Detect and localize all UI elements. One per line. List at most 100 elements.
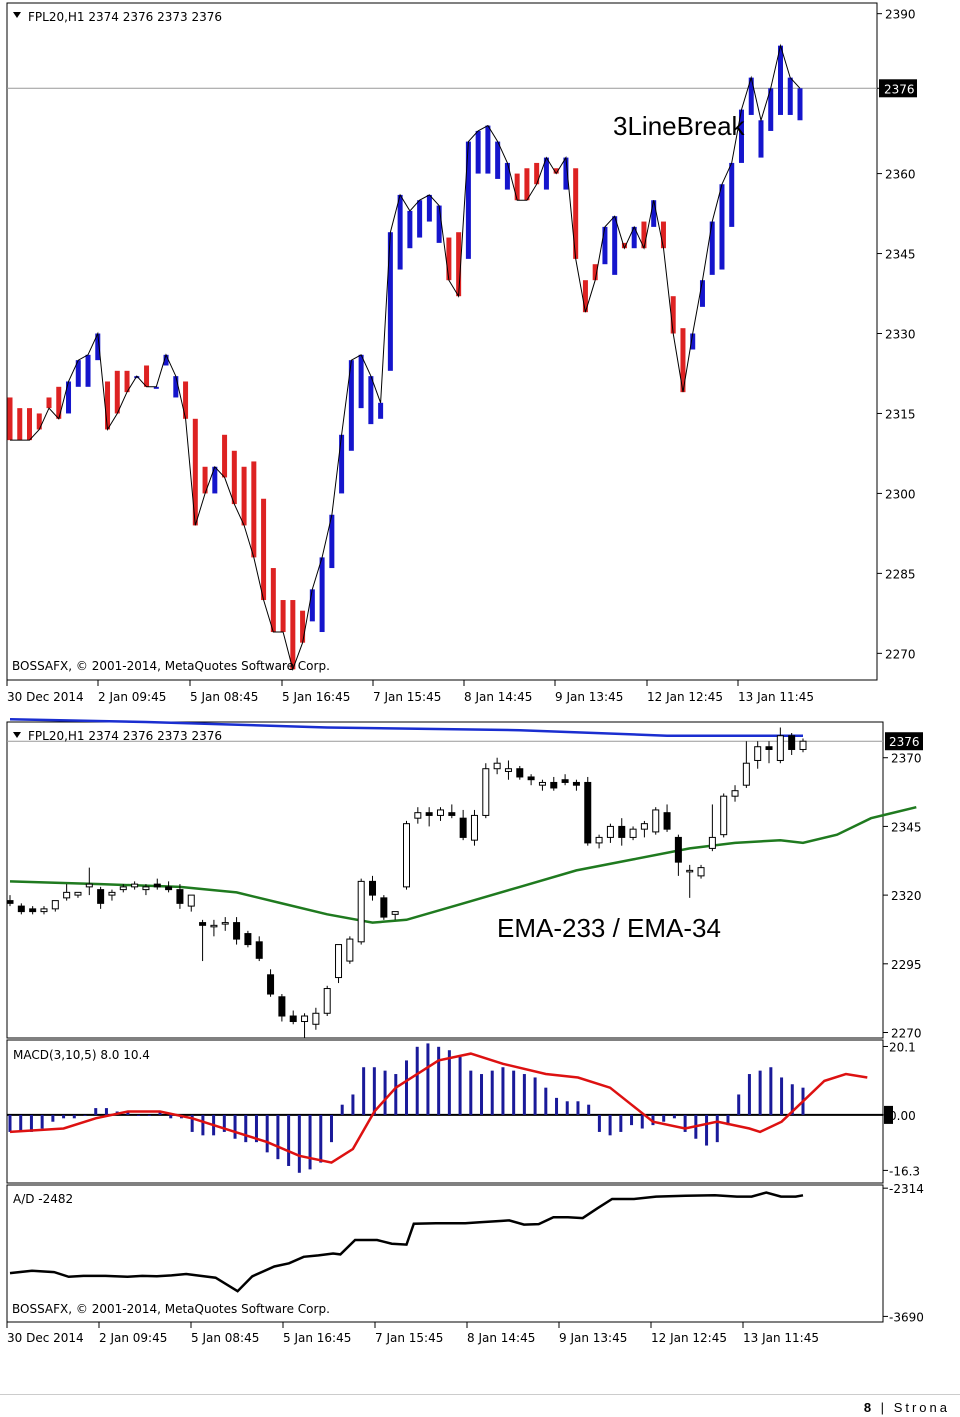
macd-histogram-bar bbox=[83, 1114, 87, 1116]
x-tick-label: 5 Jan 08:45 bbox=[191, 1331, 259, 1345]
y-tick-label: -3690 bbox=[889, 1310, 924, 1324]
linebreak-brick bbox=[66, 381, 72, 414]
triangle-down-icon[interactable] bbox=[13, 732, 21, 738]
linebreak-brick bbox=[660, 221, 666, 249]
linebreak-brick bbox=[241, 466, 247, 526]
candle-bodies bbox=[6, 727, 807, 1038]
linebreak-brick bbox=[95, 333, 101, 361]
macd-histogram-bar bbox=[222, 1114, 226, 1132]
candle-body bbox=[199, 922, 207, 926]
candle-header: FPL20,H1 2374 2376 2373 2376 bbox=[28, 729, 222, 743]
candle-pane: 2376 2270 2295 2320 2345 2370 FPL20,H1 2374 2… bbox=[6, 718, 923, 1041]
linebreak-brick bbox=[300, 610, 306, 643]
linebreak-brick bbox=[290, 600, 296, 670]
macd-histogram-bar bbox=[447, 1050, 451, 1115]
candle-body bbox=[436, 809, 444, 816]
macd-histogram-bar bbox=[297, 1114, 301, 1173]
macd-histogram-bar bbox=[147, 1114, 151, 1116]
linebreak-brick bbox=[339, 434, 345, 494]
macd-histogram-bar bbox=[308, 1114, 312, 1170]
linebreak-brick bbox=[797, 88, 803, 121]
macd-histogram-bar bbox=[458, 1057, 462, 1115]
macd-histogram-bar bbox=[340, 1104, 344, 1115]
linebreak-brick bbox=[378, 402, 384, 419]
macd-histogram-bar bbox=[415, 1046, 419, 1115]
linebreak-brick bbox=[417, 200, 423, 238]
linebreak-brick bbox=[485, 125, 491, 174]
macd-histogram-bar bbox=[522, 1074, 526, 1115]
candle-body bbox=[663, 812, 671, 830]
candle-body bbox=[652, 809, 660, 833]
macd-histogram-bar bbox=[405, 1060, 408, 1115]
linebreak-brick bbox=[748, 77, 754, 115]
x-tick-label: 12 Jan 12:45 bbox=[647, 690, 723, 704]
linebreak-brick bbox=[270, 568, 276, 633]
macd-header: MACD(3,10,5) 8.0 10.4 bbox=[13, 1048, 150, 1062]
candle-body bbox=[538, 781, 546, 786]
candle-body bbox=[459, 817, 467, 838]
linebreak-brick bbox=[329, 514, 335, 569]
x-tick-label: 8 Jan 14:45 bbox=[467, 1331, 535, 1345]
x-tick-label: 13 Jan 11:45 bbox=[743, 1331, 819, 1345]
macd-histogram-bar bbox=[158, 1111, 162, 1115]
y-tick-label: 2315 bbox=[885, 407, 916, 421]
linebreak-brick bbox=[699, 280, 705, 307]
linebreak-brick bbox=[524, 168, 530, 201]
linebreak-brick bbox=[124, 370, 130, 393]
linebreak-brick bbox=[261, 498, 267, 601]
y-tick-label: 20.1 bbox=[889, 1040, 916, 1054]
linebreak-brick bbox=[105, 381, 111, 430]
macd-histogram-bar bbox=[351, 1094, 355, 1115]
candle-body bbox=[765, 746, 773, 750]
triangle-down-icon[interactable] bbox=[13, 12, 21, 18]
macd-histogram-bar bbox=[362, 1067, 366, 1115]
candle-body bbox=[674, 836, 682, 863]
macd-histogram-bar bbox=[662, 1114, 666, 1122]
y-tick-label: 2295 bbox=[891, 958, 922, 972]
x-tick-label: 9 Jan 13:45 bbox=[559, 1331, 627, 1345]
candle-body bbox=[278, 996, 286, 1017]
x-tick-label: 5 Jan 08:45 bbox=[190, 690, 258, 704]
linebreak-brick bbox=[153, 386, 159, 389]
candle-body bbox=[335, 944, 343, 979]
linebreak-brick bbox=[17, 408, 23, 441]
candle-body bbox=[788, 735, 796, 750]
candle-body bbox=[403, 823, 410, 888]
ad-watermark: BOSSAFX, © 2001-2014, MetaQuotes Softwar… bbox=[12, 1302, 330, 1316]
y-tick-label: -16.3 bbox=[889, 1164, 920, 1178]
linebreak-brick bbox=[563, 157, 569, 190]
candle-body bbox=[697, 867, 705, 877]
linebreak-brick bbox=[543, 157, 549, 190]
macd-histogram-bar bbox=[576, 1101, 580, 1115]
macd-histogram-bar bbox=[383, 1070, 387, 1115]
candle-annotation: EMA-233 / EMA-34 bbox=[497, 913, 721, 943]
linebreak-brick bbox=[387, 232, 393, 371]
x-tick-label: 30 Dec 2014 bbox=[7, 1331, 84, 1345]
linebreak-brick bbox=[368, 376, 374, 425]
candle-ema-lines bbox=[9, 718, 917, 924]
linebreak-brick bbox=[85, 354, 91, 387]
candle-body bbox=[142, 886, 150, 891]
macd-histogram-bar bbox=[276, 1114, 280, 1160]
linebreak-brick bbox=[251, 461, 257, 558]
macd-histogram-bar bbox=[190, 1114, 194, 1132]
candle-body bbox=[516, 768, 524, 778]
x-tick-label: 5 Jan 16:45 bbox=[283, 1331, 351, 1345]
x-tick-label: 12 Jan 12:45 bbox=[651, 1331, 727, 1345]
macd-histogram-bar bbox=[651, 1114, 655, 1126]
ad-line bbox=[9, 1191, 804, 1293]
macd-histogram-bar bbox=[40, 1114, 44, 1129]
x-tick-label: 5 Jan 16:45 bbox=[282, 690, 350, 704]
macd-histogram-bar bbox=[737, 1094, 741, 1115]
candle-body bbox=[221, 922, 229, 925]
x-tick-label: 8 Jan 14:45 bbox=[464, 690, 532, 704]
linebreak-brick bbox=[495, 141, 501, 179]
linebreak-annotation: 3LineBreak bbox=[613, 111, 746, 141]
ad-pane: -2314 -3690 30 Dec 2014 2 Jan 09:45 5 Jan 0… bbox=[6, 1182, 924, 1345]
macd-histogram-bar bbox=[426, 1043, 430, 1115]
page-word: Strona bbox=[893, 1400, 950, 1415]
linebreak-brick bbox=[582, 280, 588, 313]
candle-body bbox=[17, 905, 25, 913]
y-tick-label: 2270 bbox=[891, 1027, 922, 1041]
linebreak-brick bbox=[407, 210, 413, 249]
